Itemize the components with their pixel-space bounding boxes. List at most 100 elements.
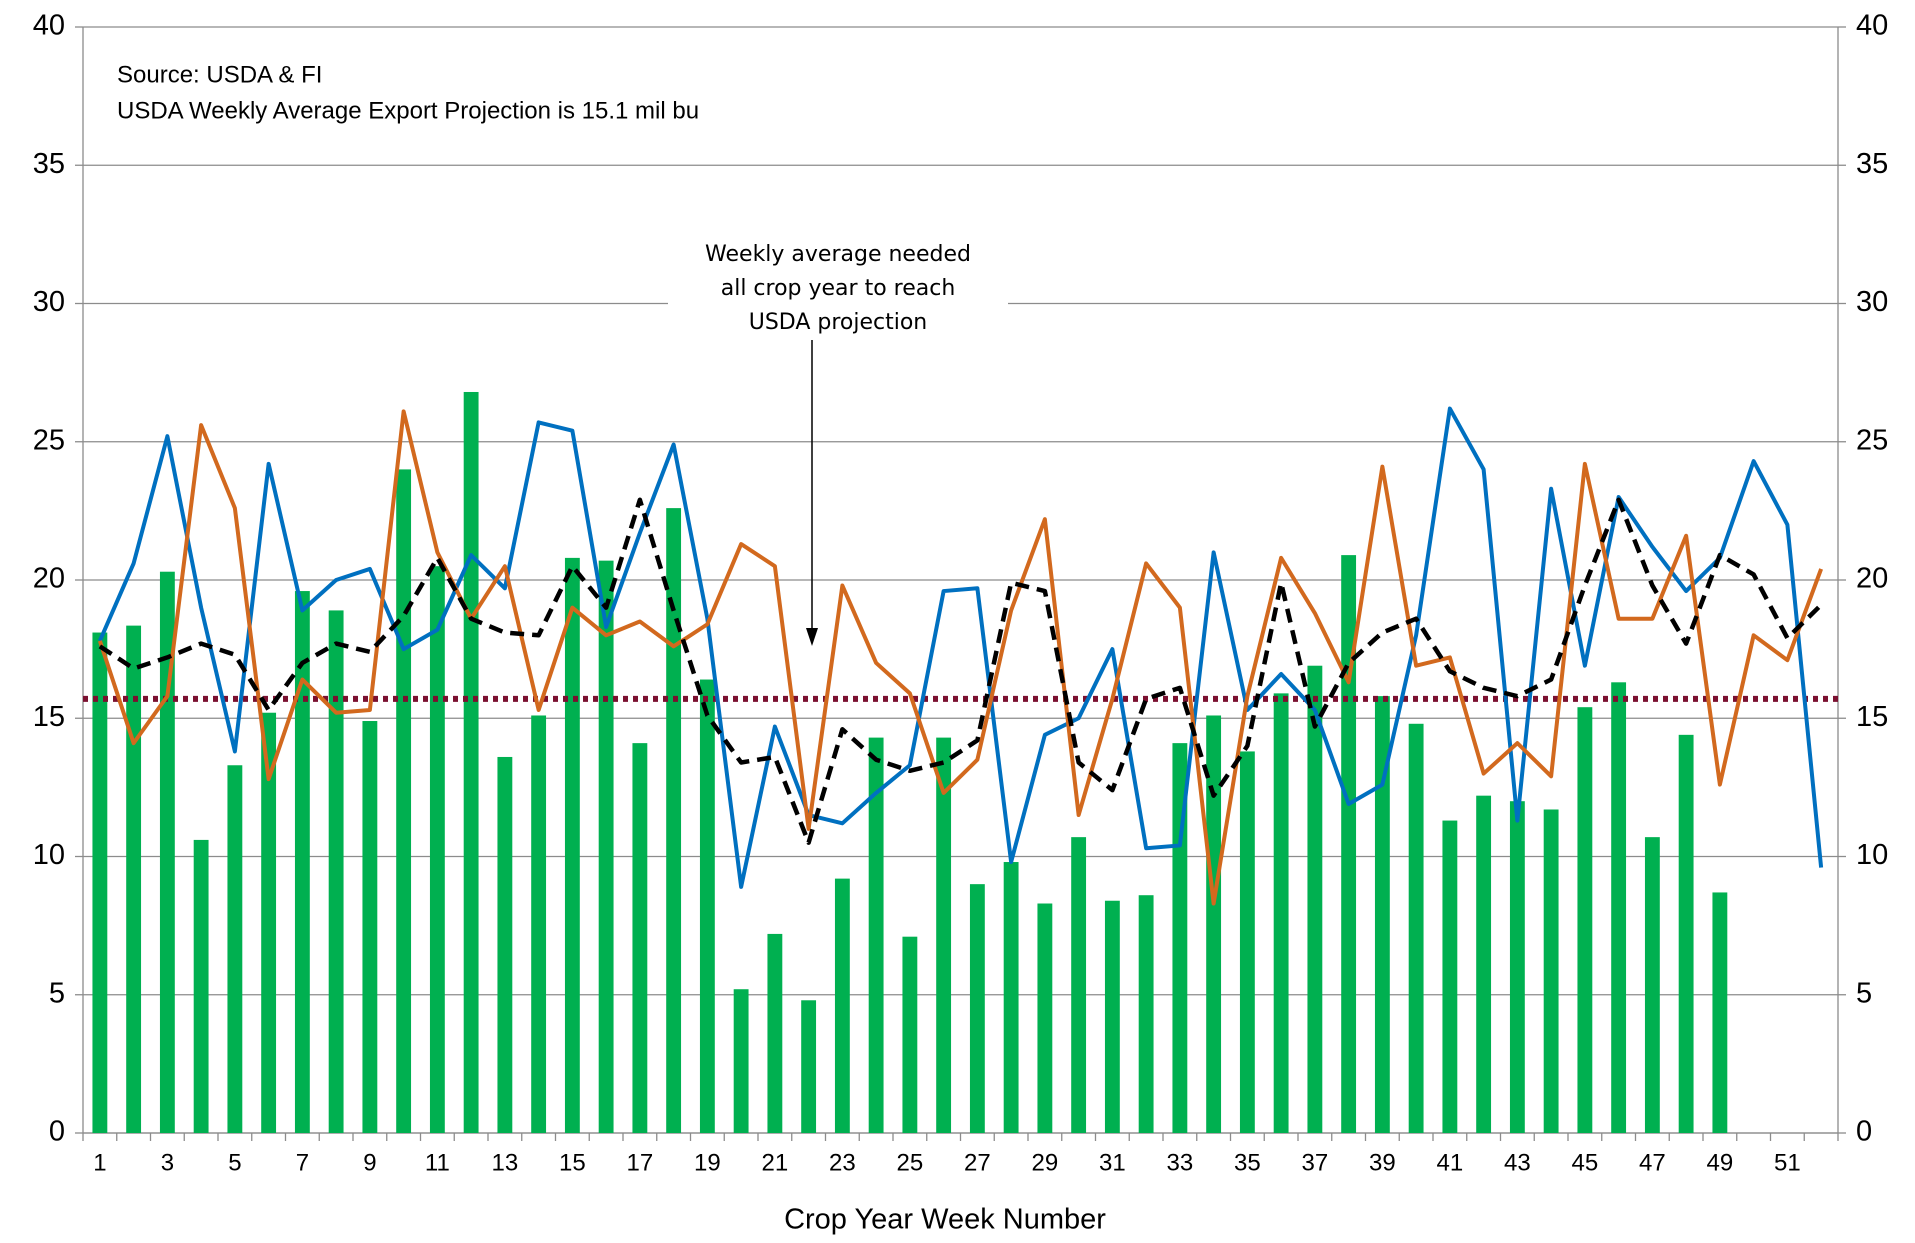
y2-tick-label: 5 — [1856, 977, 1872, 1009]
bar — [1003, 862, 1019, 1133]
bar — [1307, 665, 1323, 1133]
y-tick-label: 40 — [33, 10, 65, 42]
y-tick-label: 5 — [49, 977, 65, 1009]
x-tick-label: 33 — [1167, 1149, 1194, 1176]
bar — [1577, 707, 1593, 1133]
y2-tick-label: 10 — [1856, 839, 1888, 871]
line — [98, 497, 1823, 845]
bar — [1071, 837, 1087, 1133]
bar — [429, 566, 445, 1133]
y2-tick-label: 25 — [1856, 424, 1888, 456]
x-tick-label: 13 — [492, 1149, 519, 1176]
bar — [733, 989, 749, 1133]
bar — [564, 557, 580, 1133]
bar — [1206, 715, 1222, 1133]
x-tick-label: 1 — [93, 1149, 106, 1176]
bar — [1374, 696, 1390, 1133]
bar — [598, 560, 614, 1133]
bar — [1138, 895, 1154, 1133]
bar — [1476, 795, 1492, 1133]
bar — [159, 571, 175, 1133]
bar — [1037, 903, 1053, 1133]
x-tick-label: 27 — [964, 1149, 991, 1176]
bar — [1611, 682, 1627, 1133]
bar — [902, 936, 918, 1133]
bar — [396, 469, 412, 1133]
bar — [1644, 837, 1660, 1133]
note: Source: USDA & FI — [117, 61, 322, 88]
x-tick-label: 17 — [627, 1149, 654, 1176]
y2-tick-label: 0 — [1856, 1116, 1872, 1148]
callout-text: USDA projection — [749, 310, 928, 335]
y-tick-label: 0 — [49, 1116, 65, 1148]
x-tick-label: 11 — [425, 1149, 450, 1176]
x-tick-label: 19 — [694, 1149, 721, 1176]
y2-tick-label: 20 — [1856, 563, 1888, 595]
y-tick-label: 35 — [33, 148, 65, 180]
x-tick-label: 35 — [1234, 1149, 1261, 1176]
x-tick-label: 45 — [1572, 1149, 1599, 1176]
bar — [1712, 892, 1728, 1133]
callout-arrowhead — [806, 628, 818, 646]
x-tick-label: 31 — [1099, 1149, 1126, 1176]
x-tick-label: 3 — [161, 1149, 174, 1176]
bar — [666, 508, 682, 1133]
bar — [767, 933, 783, 1133]
y-tick-label: 15 — [33, 701, 65, 733]
callout-bg — [668, 232, 1008, 344]
bar — [1104, 900, 1120, 1133]
bar — [531, 715, 547, 1133]
bar — [1273, 693, 1289, 1133]
y2-tick-label: 40 — [1856, 10, 1888, 42]
y-tick-label: 20 — [33, 563, 65, 595]
bar — [1678, 734, 1694, 1133]
x-tick-label: 37 — [1302, 1149, 1329, 1176]
y-tick-label: 25 — [33, 424, 65, 456]
x-tick-label: 49 — [1707, 1149, 1734, 1176]
x-tick-label: 43 — [1504, 1149, 1531, 1176]
x-tick-label: 51 — [1774, 1149, 1801, 1176]
x-tick-label: 39 — [1369, 1149, 1396, 1176]
note: USDA Weekly Average Export Projection is… — [117, 97, 699, 124]
bar — [126, 625, 142, 1133]
bar — [1509, 801, 1525, 1133]
bar — [1442, 820, 1458, 1133]
y2-tick-label: 15 — [1856, 701, 1888, 733]
bar — [227, 765, 243, 1133]
line — [97, 409, 1824, 906]
x-tick-label: 9 — [363, 1149, 376, 1176]
line — [98, 406, 1824, 889]
x-tick-label: 15 — [559, 1149, 586, 1176]
y-tick-label: 30 — [33, 286, 65, 318]
x-tick-label: 25 — [897, 1149, 924, 1176]
bar — [801, 1000, 817, 1133]
bar — [936, 737, 952, 1133]
x-tick-label: 21 — [762, 1149, 789, 1176]
bar — [92, 632, 108, 1133]
x-tick-label: 29 — [1032, 1149, 1059, 1176]
bar — [1543, 809, 1559, 1133]
bar — [1408, 723, 1424, 1133]
x-axis-title: Crop Year Week Number — [784, 1204, 1106, 1236]
y-tick-label: 10 — [33, 839, 65, 871]
callout-text: all crop year to reach — [721, 276, 956, 301]
bar — [1239, 751, 1255, 1133]
bar — [969, 884, 985, 1133]
bar — [632, 743, 648, 1133]
callout-text: Weekly average needed — [705, 242, 971, 267]
bar — [868, 737, 884, 1133]
bar — [261, 712, 277, 1133]
y2-tick-label: 30 — [1856, 286, 1888, 318]
y2-tick-label: 35 — [1856, 148, 1888, 180]
bar — [497, 756, 513, 1133]
bar — [1172, 743, 1188, 1133]
x-tick-label: 23 — [829, 1149, 856, 1176]
x-tick-label: 7 — [296, 1149, 309, 1176]
bar — [328, 610, 344, 1133]
bar — [294, 591, 310, 1133]
x-tick-label: 5 — [228, 1149, 241, 1176]
bar — [193, 839, 209, 1133]
bar — [463, 391, 479, 1134]
bar — [699, 679, 715, 1133]
